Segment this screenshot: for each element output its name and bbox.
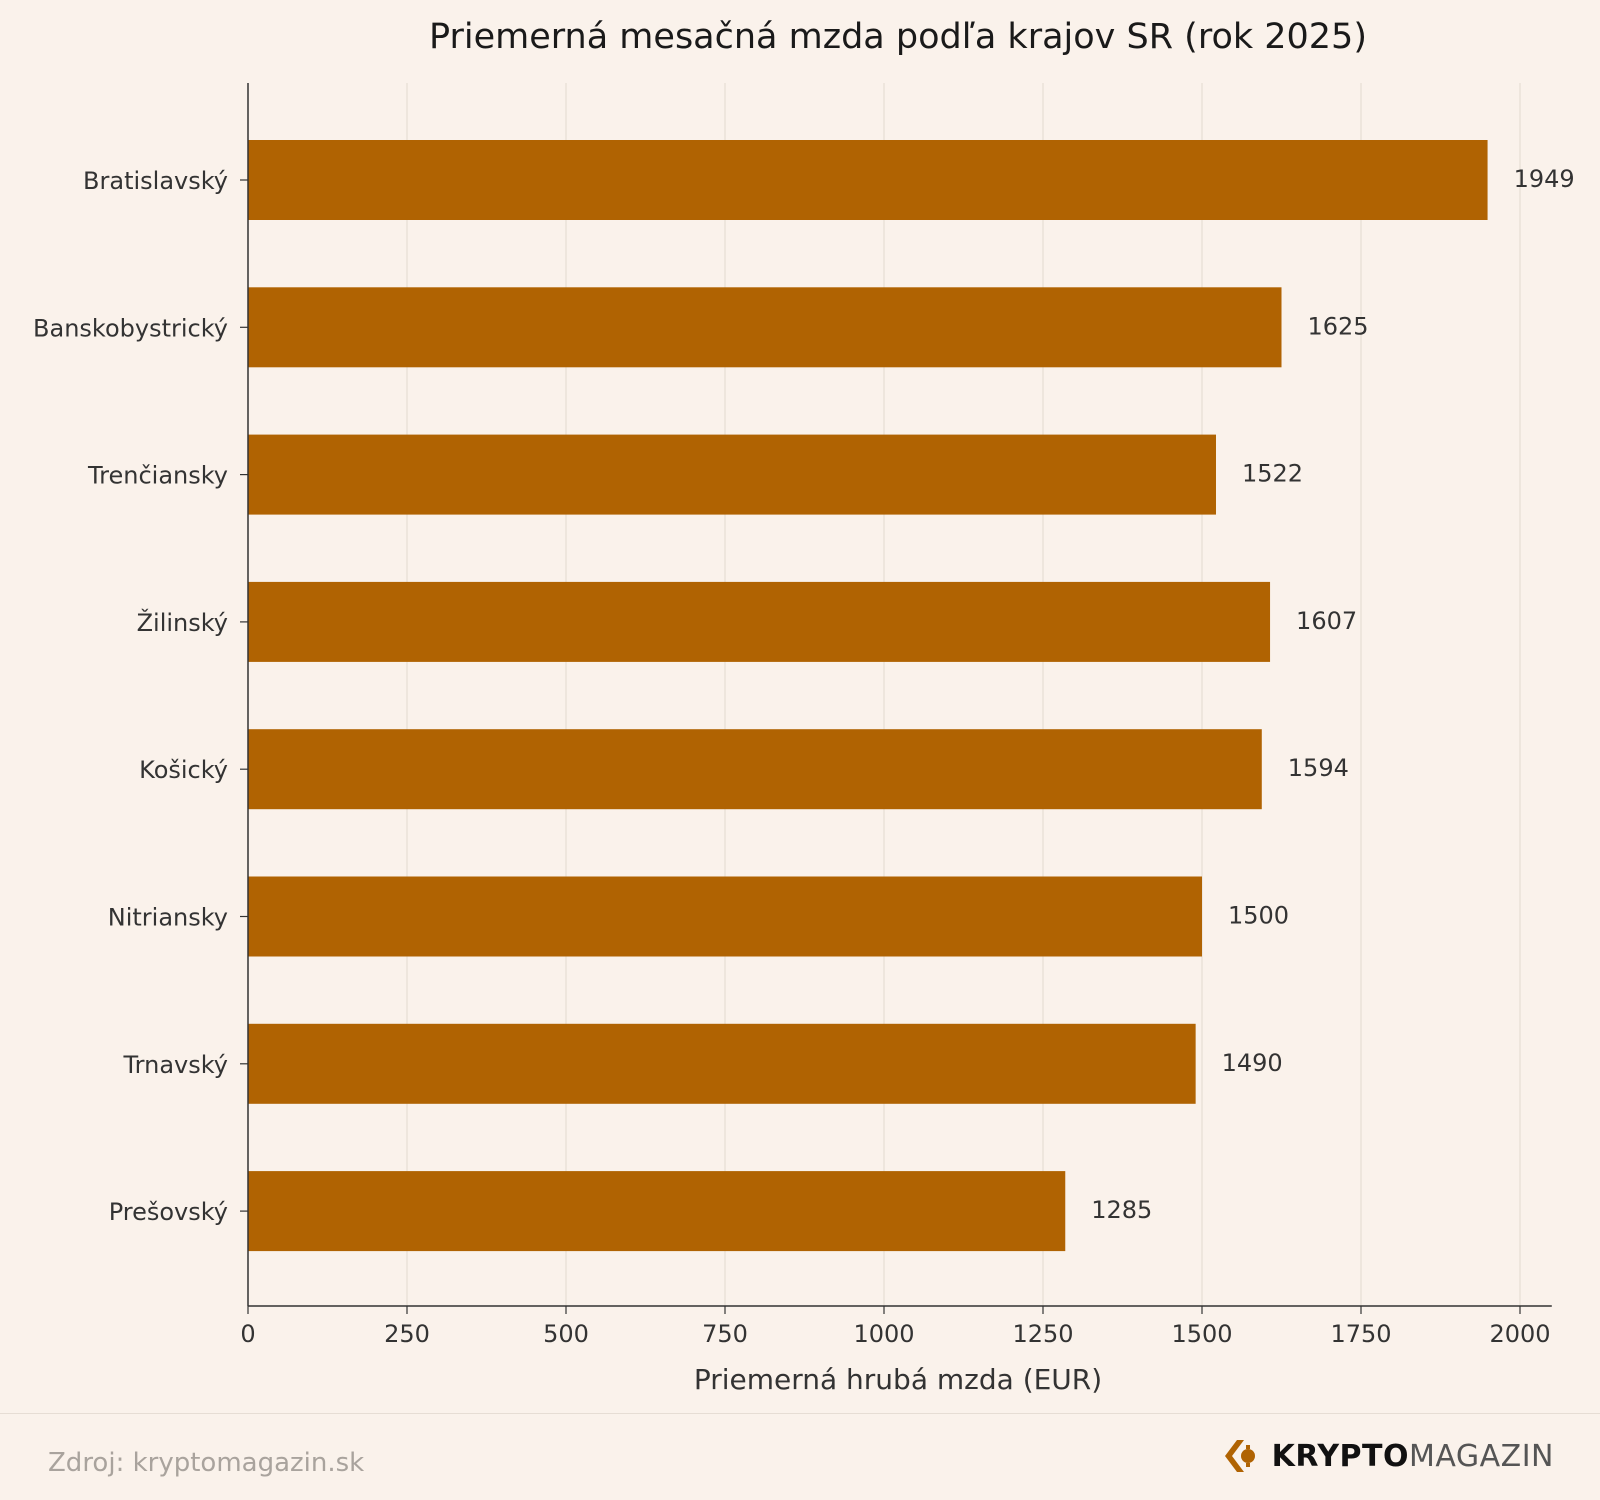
data-label: 1594	[1288, 754, 1349, 782]
kryptomagazin-logo-icon	[1224, 1440, 1255, 1472]
logo-light-text: MAGAZIN	[1409, 1438, 1554, 1474]
category-label: Nitriansky	[108, 904, 228, 932]
category-label: Trenčiansky	[87, 462, 228, 490]
bar	[248, 434, 1216, 515]
category-label: Košický	[139, 756, 228, 784]
category-label: Žilinský	[137, 608, 228, 637]
x-tick-label: 500	[543, 1320, 589, 1348]
data-label: 1949	[1514, 165, 1575, 193]
logo-wordmark: KRYPTOMAGAZIN	[1272, 1439, 1554, 1474]
x-tick-label: 2000	[1489, 1320, 1550, 1348]
bar	[248, 581, 1271, 662]
data-label: 1607	[1296, 607, 1357, 635]
bar	[248, 140, 1488, 220]
gridlines	[406, 83, 1521, 1306]
data-label: 1625	[1308, 312, 1369, 340]
x-tick-label: 750	[702, 1320, 748, 1348]
bars	[248, 140, 1488, 1252]
x-axis-title: Priemerná hrubá mzda (EUR)	[694, 1363, 1102, 1396]
bar	[248, 729, 1262, 810]
chart-title: Priemerná mesačná mzda podľa krajov SR (…	[429, 17, 1367, 57]
labels: 0 250 500 750 1000 1250 1500 1750 2000 Bratislavs…	[33, 165, 1575, 1348]
bar	[248, 876, 1202, 957]
category-label: Bratislavský	[83, 167, 228, 195]
category-label: Trnavský	[123, 1051, 228, 1079]
source-text: Zdroj: kryptomagazin.sk	[48, 1448, 365, 1478]
x-tick-label: 1250	[1012, 1320, 1073, 1348]
data-label: 1522	[1242, 460, 1303, 488]
category-label: Banskobystrický	[33, 314, 228, 342]
category-label: Prešovský	[109, 1198, 228, 1226]
data-label: 1490	[1222, 1049, 1283, 1077]
bar-chart: Priemerná mesačná mzda podľa krajov SR (…	[33, 17, 1575, 1396]
axes	[240, 83, 1552, 1314]
brand-logo[interactable]: KRYPTOMAGAZIN	[1220, 1434, 1554, 1478]
x-tick-label: 0	[240, 1320, 255, 1348]
logo-bold-text: KRYPTO	[1271, 1438, 1409, 1474]
bar	[248, 287, 1282, 368]
data-label: 1285	[1091, 1196, 1152, 1224]
bar	[248, 1023, 1196, 1104]
x-tick-label: 1750	[1330, 1320, 1391, 1348]
x-tick-label: 1500	[1171, 1320, 1232, 1348]
bar	[248, 1171, 1066, 1252]
x-tick-label: 250	[384, 1320, 430, 1348]
data-label: 1500	[1228, 902, 1289, 930]
footer: Zdroj: kryptomagazin.sk KRYPTOMAGAZIN	[0, 1413, 1600, 1500]
x-tick-label: 1000	[853, 1320, 914, 1348]
